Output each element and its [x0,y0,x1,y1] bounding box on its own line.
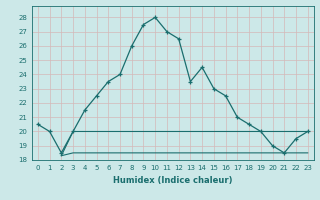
X-axis label: Humidex (Indice chaleur): Humidex (Indice chaleur) [113,176,233,185]
